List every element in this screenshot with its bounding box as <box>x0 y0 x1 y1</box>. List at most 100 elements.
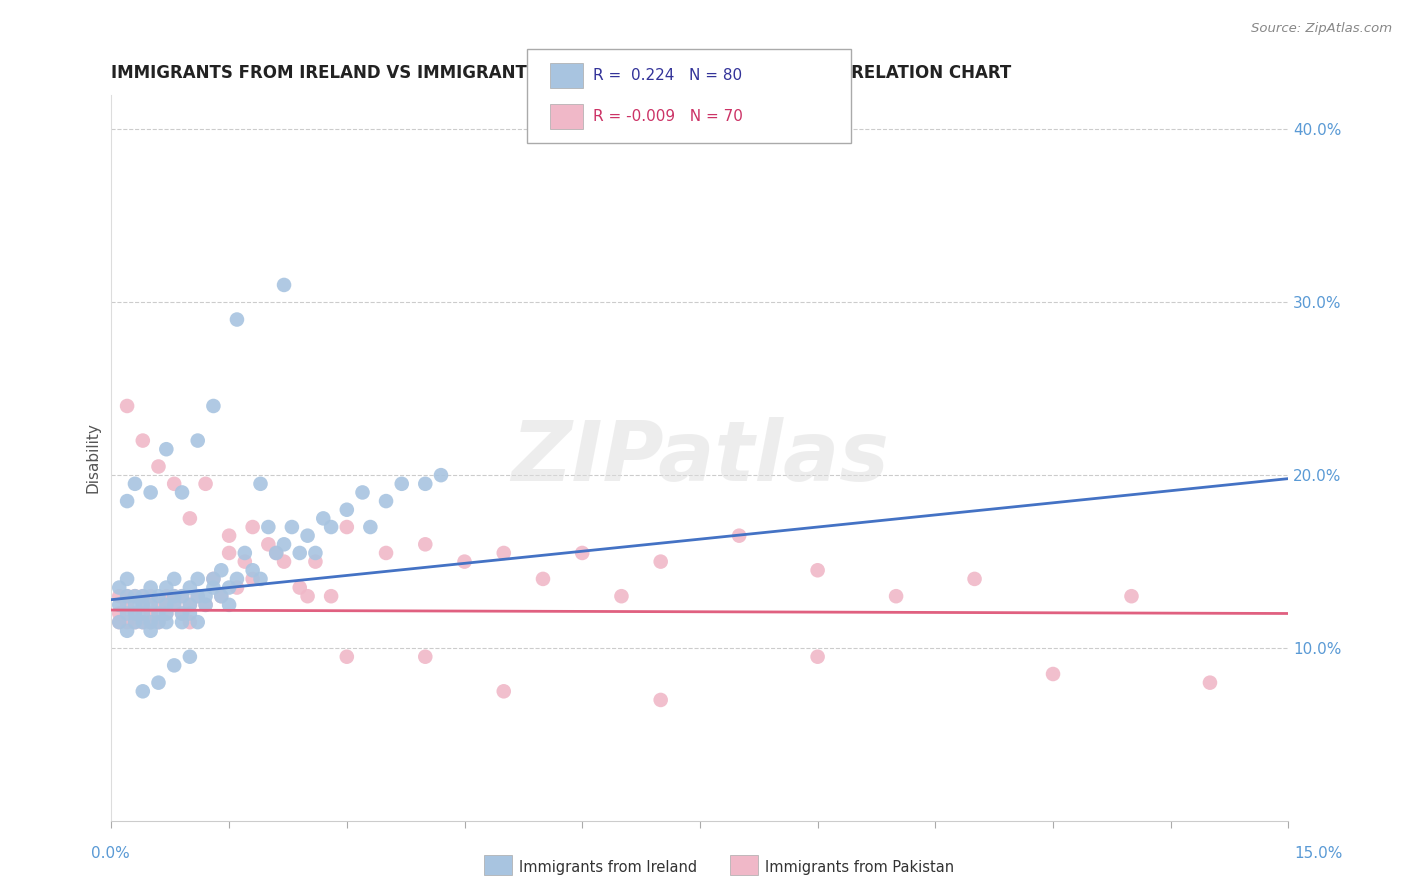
Point <box>139 581 162 595</box>
Point <box>1042 667 1064 681</box>
Point <box>1121 589 1143 603</box>
Point <box>124 615 146 629</box>
Point <box>139 589 162 603</box>
Point <box>226 581 249 595</box>
Point <box>194 598 217 612</box>
Text: Immigrants from Pakistan: Immigrants from Pakistan <box>765 860 955 874</box>
Point <box>132 607 155 621</box>
Point <box>155 598 177 612</box>
Point <box>163 589 186 603</box>
Point <box>155 607 177 621</box>
Point <box>359 520 381 534</box>
Text: 0.0%: 0.0% <box>91 847 131 861</box>
Point <box>132 598 155 612</box>
Point <box>139 485 162 500</box>
Point <box>187 589 209 603</box>
Point <box>273 555 295 569</box>
Point <box>242 572 264 586</box>
Point <box>139 624 162 638</box>
Point <box>179 511 201 525</box>
Y-axis label: Disability: Disability <box>86 423 100 493</box>
Point <box>179 598 201 612</box>
Point <box>233 546 256 560</box>
Point <box>492 546 515 560</box>
Text: 15.0%: 15.0% <box>1295 847 1343 861</box>
Point <box>202 581 225 595</box>
Point <box>187 589 209 603</box>
Point <box>139 598 162 612</box>
Point <box>115 494 138 508</box>
Text: ZIPatlas: ZIPatlas <box>510 417 889 499</box>
Point <box>209 589 232 603</box>
Point <box>202 399 225 413</box>
Point <box>155 607 177 621</box>
Point <box>194 598 217 612</box>
Point <box>336 502 359 516</box>
Point <box>108 607 131 621</box>
Point <box>132 615 155 629</box>
Text: IMMIGRANTS FROM IRELAND VS IMMIGRANTS FROM PAKISTAN DISABILITY CORRELATION CHART: IMMIGRANTS FROM IRELAND VS IMMIGRANTS FR… <box>111 64 1012 82</box>
Point <box>124 607 146 621</box>
Point <box>115 607 138 621</box>
Point <box>187 615 209 629</box>
Point <box>108 589 131 603</box>
Point <box>242 563 264 577</box>
Point <box>148 459 170 474</box>
Point <box>226 312 249 326</box>
Text: R =  0.224   N = 80: R = 0.224 N = 80 <box>593 69 742 83</box>
Point <box>148 607 170 621</box>
Point <box>170 589 193 603</box>
Point <box>170 485 193 500</box>
Point <box>163 476 186 491</box>
Point <box>257 520 280 534</box>
Point <box>413 537 436 551</box>
Point <box>163 589 186 603</box>
Point <box>170 615 193 629</box>
Point <box>170 589 193 603</box>
Text: Immigrants from Ireland: Immigrants from Ireland <box>519 860 697 874</box>
Point <box>218 581 240 595</box>
Point <box>194 476 217 491</box>
Point <box>963 572 986 586</box>
Point <box>148 675 170 690</box>
Point <box>650 555 672 569</box>
Point <box>187 572 209 586</box>
Point <box>155 581 177 595</box>
Point <box>375 546 398 560</box>
Point <box>413 649 436 664</box>
Point <box>139 615 162 629</box>
Point <box>115 572 138 586</box>
Point <box>163 658 186 673</box>
Point <box>375 494 398 508</box>
Point <box>312 511 335 525</box>
Point <box>132 615 155 629</box>
Point <box>179 615 201 629</box>
Point <box>352 485 374 500</box>
Point <box>884 589 907 603</box>
Point <box>115 598 138 612</box>
Point <box>163 572 186 586</box>
Point <box>321 589 343 603</box>
Point <box>170 607 193 621</box>
Point <box>304 555 326 569</box>
Point <box>233 555 256 569</box>
Point <box>531 572 554 586</box>
Point <box>209 589 232 603</box>
Point <box>264 546 287 560</box>
Point <box>807 649 830 664</box>
Point <box>336 520 359 534</box>
Point <box>610 589 633 603</box>
Point <box>297 589 319 603</box>
Point <box>155 598 177 612</box>
Point <box>115 624 138 638</box>
Point <box>179 581 201 595</box>
Point <box>139 615 162 629</box>
Point <box>304 546 326 560</box>
Point <box>124 607 146 621</box>
Point <box>115 399 138 413</box>
Point <box>108 615 131 629</box>
Point <box>170 607 193 621</box>
Point <box>132 434 155 448</box>
Point <box>148 598 170 612</box>
Point <box>124 598 146 612</box>
